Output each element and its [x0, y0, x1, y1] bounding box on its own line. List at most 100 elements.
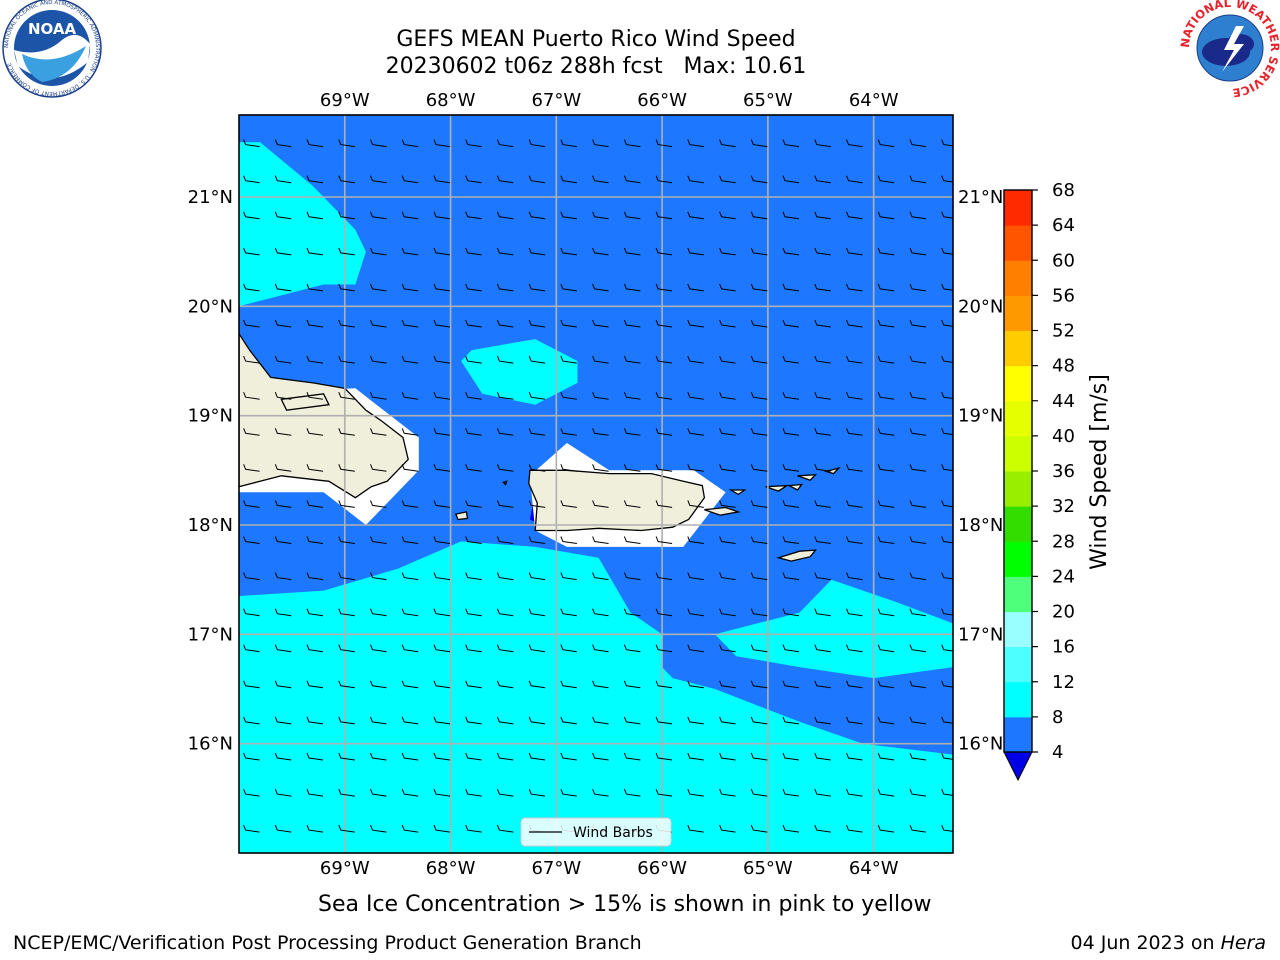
wind-barb — [750, 464, 768, 472]
wind-barb — [719, 608, 736, 617]
wind-barb — [687, 644, 704, 653]
lat-tick-label-left: 17°N — [188, 624, 233, 645]
wind-barb — [623, 572, 641, 581]
wind-barb — [560, 355, 577, 364]
wind-barb — [306, 355, 324, 364]
wind-barb — [465, 464, 482, 472]
wind-barb — [243, 428, 260, 436]
colorbar-segment — [1004, 681, 1032, 718]
wind-barb — [877, 355, 895, 364]
wind-barb — [782, 608, 800, 617]
wind-barb — [719, 680, 736, 689]
wind-barb — [719, 283, 736, 292]
wind-barb — [465, 283, 482, 292]
wind-barb — [528, 283, 546, 292]
wind-barb — [814, 355, 831, 364]
wind-barb — [243, 283, 260, 292]
wind-barb — [274, 536, 292, 544]
wind-barb — [877, 247, 895, 256]
wind-barb — [655, 500, 673, 508]
wind-barb — [655, 247, 673, 256]
wind-barb — [846, 283, 863, 292]
wind-barb — [909, 572, 927, 581]
wind-barb — [528, 355, 546, 364]
lat-tick-label-left: 20°N — [188, 296, 233, 317]
wind-barb — [623, 175, 641, 184]
wind-barb — [528, 247, 546, 256]
wind-barb — [592, 392, 609, 400]
wind-barb — [528, 752, 546, 761]
colorbar-segment — [1004, 576, 1032, 612]
culebra — [728, 489, 747, 496]
wind-barb — [909, 283, 927, 292]
wind-barb — [592, 464, 609, 472]
wind-barb — [243, 680, 260, 689]
mona-island — [454, 511, 469, 521]
wind-barb — [719, 500, 736, 508]
wind-barb — [433, 500, 451, 508]
lat-tick-label-right: 19°N — [958, 406, 1003, 427]
wind-barb — [687, 572, 704, 581]
wind-barb — [465, 644, 482, 653]
wind-barb — [687, 211, 704, 220]
wind-barb — [528, 572, 546, 581]
wind-barb — [623, 428, 641, 436]
wind-barb — [560, 211, 577, 220]
wind-barb — [560, 428, 577, 436]
svg-text:NOAA: NOAA — [28, 20, 77, 38]
wind-barb — [496, 319, 514, 328]
wind-barb — [877, 500, 895, 508]
wind-barb — [274, 788, 292, 797]
wind-barb — [782, 211, 800, 220]
wind-barb — [592, 139, 609, 148]
colorbar-segment — [1004, 471, 1032, 507]
wind-barb — [877, 211, 895, 220]
wind-barb — [274, 464, 292, 472]
wind-barb — [401, 788, 419, 797]
wind-barb — [274, 680, 292, 689]
wind-barb — [274, 355, 292, 364]
wind-barb — [338, 824, 355, 833]
wind-barb — [560, 247, 577, 256]
vieques — [704, 506, 741, 516]
wind-barb — [782, 788, 800, 797]
wind-8-12-northwest — [239, 142, 366, 307]
wind-barb — [528, 608, 546, 617]
lat-tick-label-right: 17°N — [958, 624, 1003, 645]
wind-barb — [433, 392, 451, 400]
colorbar-tick-label: 40 — [1052, 426, 1075, 447]
nws-logo: NATIONAL WEATHER SERVICE — [1178, 0, 1280, 100]
wind-barb — [401, 283, 419, 292]
wind-barb — [528, 716, 546, 725]
wind-barb — [592, 608, 609, 617]
footer-host: Hera — [1220, 932, 1266, 954]
wind-barb — [782, 752, 800, 761]
wind-barb — [655, 355, 673, 364]
wind-barb — [243, 319, 260, 328]
wind-barb — [941, 211, 953, 219]
wind-barb — [687, 283, 704, 292]
wind-barb — [782, 428, 800, 436]
wind-barb — [560, 644, 577, 653]
wind-barb — [750, 500, 768, 508]
wind-barb — [243, 355, 260, 364]
wind-barb — [306, 175, 324, 184]
wind-barb — [496, 211, 514, 220]
wind-barb — [750, 283, 768, 292]
wind-barb — [496, 392, 514, 400]
wind-barb — [719, 319, 736, 328]
wind-barb — [909, 716, 927, 725]
wind-barb — [465, 608, 482, 617]
wind-barb — [433, 428, 451, 436]
wind-barb — [338, 247, 355, 256]
wind-barb — [846, 428, 863, 436]
wind-barb — [401, 175, 419, 184]
wind-barb — [719, 392, 736, 400]
colorbar-segment — [1004, 716, 1032, 753]
wind-barb — [528, 680, 546, 689]
wind-barb — [719, 788, 736, 797]
wind-barb — [687, 608, 704, 617]
wind-barb — [528, 536, 546, 544]
colorbar-segment — [1004, 611, 1032, 648]
wind-barb — [401, 247, 419, 256]
